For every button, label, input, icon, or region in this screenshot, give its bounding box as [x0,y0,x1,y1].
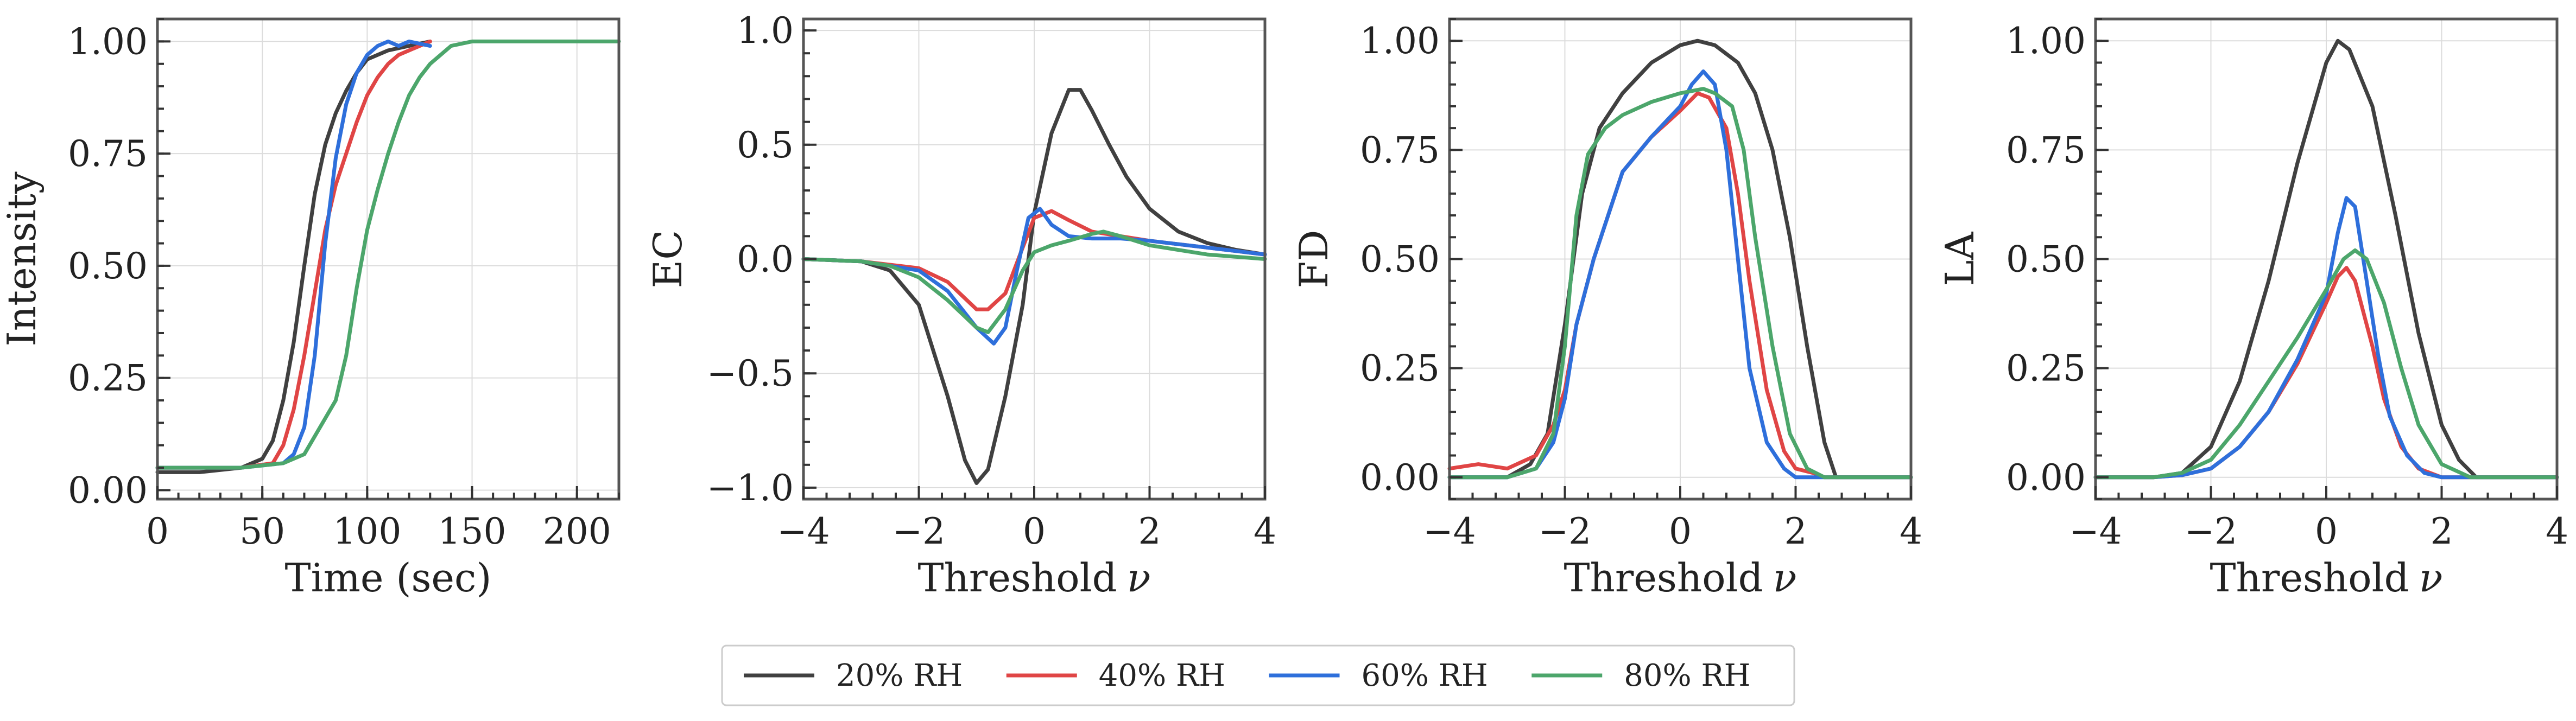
series-line-20-rh [2093,39,2559,480]
chart-panel-3: −4 −2 0 2 4 0.00 0.25 0.50 0.75 1.00 Threshold ν FD [1291,17,1922,601]
y-tick-label: 0.75 [68,133,148,175]
y-tick-label: 0.25 [68,358,148,399]
x-tick-label: 0 [2315,511,2338,552]
chart-panel-1: 0 50 100 150 200 0.00 0.25 0.50 0.75 1.00 Time (se… [0,17,621,601]
x-tick-label: −4 [2069,511,2122,552]
x-tick-label: 0 [1023,511,1046,552]
y-tick-label: 0.00 [2006,457,2086,499]
y-tick-label: 0.50 [2006,239,2086,280]
series-line-20-rh [155,39,432,474]
series-line-80-rh [2093,248,2559,480]
y-tick-label: 1.0 [737,10,794,52]
x-tick-label: 4 [1900,511,1922,552]
x-tick-label: −2 [2185,511,2237,552]
x-tick-label: −4 [1423,511,1476,552]
x-tick-label: 2 [1138,511,1161,552]
legend-item: 60% RH [1269,658,1488,693]
chart-panel-2: −4 −2 0 2 4 −1.0 −0.5 0.0 0.5 1.0 Threshold ν EC [645,10,1276,601]
x-tick-label: 200 [543,511,611,552]
x-tick-label: 2 [2431,511,2453,552]
x-tick-label: −2 [893,511,945,552]
x-tick-label: 0 [1669,511,1692,552]
x-tick-label: 4 [1254,511,1276,552]
y-tick-label: 1.00 [2006,20,2086,62]
series-line-20-rh [801,88,1267,485]
y-tick-label: 1.00 [68,21,148,62]
plot-frame [156,17,621,501]
x-tick-label: 100 [333,511,401,552]
x-tick-label: −2 [1539,511,1591,552]
y-tick-label: 0.75 [1360,129,1440,171]
series-line-80-rh [801,229,1267,334]
legend-item: 20% RH [744,658,963,693]
legend: 20% RH 40% RH 60% RH 80% RH [721,645,1795,706]
y-tick-label: −1.0 [707,467,794,509]
chart-panel-4: −4 −2 0 2 4 0.00 0.25 0.50 0.75 1.00 Threshold ν LA [1937,17,2568,601]
y-axis-label: Intensity [0,171,45,347]
y-axis-label: EC [645,230,691,289]
x-tick-label: −4 [777,511,830,552]
series-line-40-rh [155,39,432,470]
y-tick-label: 0.50 [68,245,148,287]
y-tick-label: 0.75 [2006,129,2086,171]
legend-label: 40% RH [1099,658,1225,693]
series-line-80-rh [155,39,621,470]
series-line-20-rh [1447,39,1913,480]
x-tick-label: 150 [438,511,507,552]
series-line-80-rh [1447,87,1913,480]
y-tick-label: 0.25 [1360,348,1440,390]
x-axis-label: Threshold ν [1564,555,1797,601]
y-tick-label: −0.5 [707,353,794,394]
series-line-40-rh [1447,91,1913,480]
legend-item: 40% RH [1006,658,1225,693]
x-tick-label: 0 [146,511,169,552]
y-axis-label: FD [1291,230,1337,289]
series-line-60-rh [1447,69,1913,480]
y-axis-label: LA [1937,232,1983,286]
x-tick-label: 4 [2546,511,2568,552]
legend-item: 80% RH [1531,658,1751,693]
y-tick-label: 0.00 [68,469,148,511]
legend-box [721,645,1795,706]
series-line-60-rh [155,39,432,470]
x-axis-label: Time (sec) [285,555,492,601]
series-line-60-rh [2093,196,2559,480]
legend-label: 60% RH [1362,658,1488,693]
y-tick-label: 0.00 [1360,457,1440,499]
y-tick-label: 0.0 [737,239,794,280]
y-tick-label: 1.00 [1360,20,1440,62]
x-axis-label: Threshold ν [2210,555,2443,601]
y-tick-label: 0.50 [1360,239,1440,280]
x-axis-label: Threshold ν [918,555,1151,601]
x-tick-label: 50 [239,511,285,552]
y-tick-label: 0.5 [737,124,794,166]
legend-label: 80% RH [1624,658,1750,693]
legend-label: 20% RH [836,658,963,693]
y-tick-label: 0.25 [2006,348,2086,390]
x-tick-label: 2 [1784,511,1807,552]
